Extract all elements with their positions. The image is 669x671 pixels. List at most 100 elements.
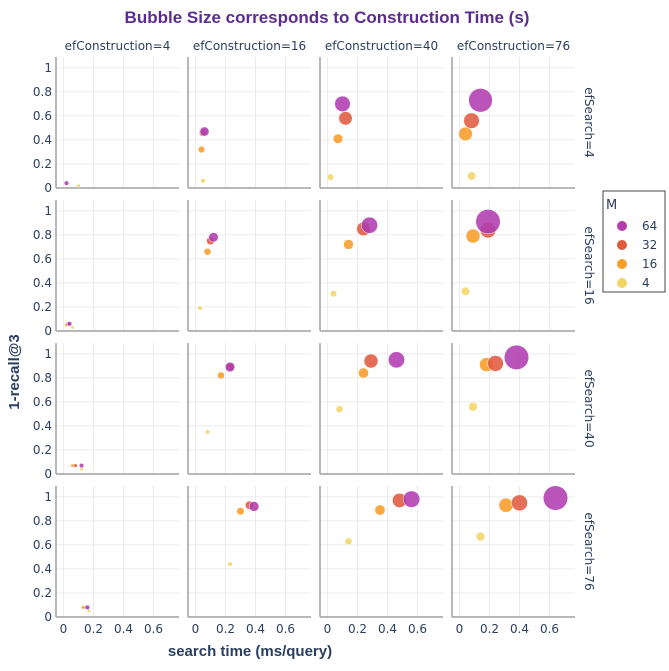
y-tick-label: 0.6 — [33, 109, 52, 123]
y-tick-label: 0.2 — [33, 157, 52, 171]
facet-row-label: efSearch=76 — [582, 512, 596, 590]
bubble-M16-r0-c3[interactable] — [458, 126, 473, 142]
bubble-M4-r1-c0[interactable] — [70, 325, 75, 330]
bubble-M16-r0-c2[interactable] — [332, 133, 344, 144]
facet-panel-r2-c2 — [319, 343, 443, 475]
legend-label: 4 — [642, 276, 650, 290]
legend: M 64 32 16 4 — [602, 190, 666, 293]
y-tick-label: 0.4 — [33, 562, 52, 576]
facet-panel-r3-c0: 0 0.2 0.4 0.6 0.8 1 0 0.2 0.4 0.6 — [33, 486, 179, 636]
x-tick-label: 0.6 — [408, 622, 427, 636]
legend-item-16[interactable]: 16 — [617, 257, 657, 271]
bubble-M16-r3-c2[interactable] — [374, 504, 386, 516]
facet-panel-r1-c2 — [319, 200, 443, 332]
y-tick-label: 1 — [44, 490, 52, 504]
bubble-M16-r1-c3[interactable] — [465, 228, 481, 244]
bubble-M16-r2-c1[interactable] — [217, 371, 225, 380]
legend-marker — [617, 221, 627, 231]
series-M-64 — [63, 88, 568, 610]
x-tick-label: 0.2 — [348, 622, 367, 636]
x-tick-label: 0.6 — [144, 622, 163, 636]
bubble-M64-r3-c0[interactable] — [84, 604, 91, 610]
bubble-M64-r2-c2[interactable] — [388, 351, 405, 369]
legend-item-32[interactable]: 32 — [617, 238, 657, 252]
bubble-M32-r0-c2[interactable] — [338, 111, 353, 126]
bubble-M4-r1-c2[interactable] — [329, 290, 338, 298]
x-tick-label: 0.6 — [540, 622, 559, 636]
bubble-M4-r0-c3[interactable] — [467, 171, 476, 181]
bubble-M64-r3-c2[interactable] — [402, 490, 421, 508]
bubble-M4-r2-c3[interactable] — [468, 402, 478, 412]
legend-box — [602, 190, 666, 293]
y-tick-label: 0.6 — [33, 395, 52, 409]
facet-column-labels: efConstruction=4 efConstruction=16 efConst… — [65, 39, 571, 53]
bubble-M64-r1-c2[interactable] — [361, 216, 378, 234]
bubble-M4-r2-c1[interactable] — [204, 429, 211, 435]
bubble-M4-r2-c2[interactable] — [335, 405, 344, 413]
facet-panel-r3-c3: 0 0.2 0.4 0.6 — [451, 486, 575, 636]
facet-panel-r2-c3 — [451, 343, 575, 475]
facet-panel-r3-c1: 0 0.2 0.4 0.6 — [187, 486, 311, 636]
y-tick-label: 0.8 — [33, 85, 52, 99]
legend-item-4[interactable]: 4 — [617, 276, 650, 290]
bubble-M64-r2-c0[interactable] — [78, 463, 85, 469]
legend-label: 32 — [642, 238, 657, 252]
bubble-M64-r2-c1[interactable] — [224, 361, 236, 373]
bubble-M16-r2-c2[interactable] — [358, 367, 369, 379]
y-tick-label: 0.4 — [33, 419, 52, 433]
y-tick-label: 0.8 — [33, 514, 52, 528]
y-tick-label: 0.4 — [33, 276, 52, 290]
facet-row-label: efSearch=40 — [582, 369, 596, 447]
facet-grid: 0 0.2 0.4 0.6 0.8 1 0 0.2 0.4 0.6 0.8 1 0 0.2 0.4 0.6 0.… — [33, 57, 575, 636]
bubble-M4-r0-c0[interactable] — [76, 183, 81, 188]
bubble-M64-r1-c1[interactable] — [208, 232, 219, 243]
bubble-M4-r1-c3[interactable] — [461, 286, 470, 296]
facet-panel-r2-c1 — [187, 343, 311, 475]
legend-item-64[interactable]: 64 — [617, 219, 657, 233]
y-tick-label: 1 — [44, 347, 52, 361]
x-tick-label: 0.4 — [378, 622, 397, 636]
y-tick-label: 0 — [44, 181, 52, 195]
legend-marker — [617, 278, 627, 288]
bubble-M4-r0-c1[interactable] — [200, 178, 206, 184]
bubble-M16-r3-c1[interactable] — [236, 507, 245, 516]
facet-panel-r1-c0: 0 0.2 0.4 0.6 0.8 1 — [33, 200, 179, 338]
facet-panel-r2-c0: 0 0.2 0.4 0.6 0.8 1 — [33, 343, 179, 481]
y-tick-label: 0.4 — [33, 133, 52, 147]
series-M-32 — [65, 111, 528, 610]
facet-row-label: efSearch=16 — [582, 226, 596, 304]
y-tick-label: 0.8 — [33, 371, 52, 385]
bubble-M16-r0-c1[interactable] — [197, 146, 206, 154]
bubble-M16-r3-c3[interactable] — [498, 497, 514, 513]
bubble-M64-r0-c2[interactable] — [334, 95, 351, 112]
bubble-M32-r3-c3[interactable] — [511, 494, 528, 512]
bubble-M64-r0-c3[interactable] — [468, 88, 493, 113]
bubble-M64-r2-c3[interactable] — [504, 344, 529, 370]
bubble-M4-r0-c2[interactable] — [326, 173, 335, 181]
facet-column-label: efConstruction=4 — [65, 39, 171, 53]
bubble-M4-r3-c2[interactable] — [344, 537, 353, 546]
bubble-M64-r3-c3[interactable] — [543, 485, 568, 511]
bubble-M32-r2-c2[interactable] — [363, 353, 379, 369]
y-tick-label: 0.2 — [33, 300, 52, 314]
bubble-M16-r1-c2[interactable] — [343, 239, 354, 250]
bubble-M64-r1-c3[interactable] — [475, 209, 501, 235]
bubble-M4-r1-c1[interactable] — [197, 305, 203, 311]
facet-panel-r0-c1 — [187, 57, 311, 189]
facet-panel-r0-c3 — [451, 57, 575, 189]
bubble-M32-r0-c3[interactable] — [463, 112, 480, 129]
y-tick-label: 0 — [44, 610, 52, 624]
facet-column-label: efConstruction=76 — [457, 39, 570, 53]
bubble-M16-r1-c1[interactable] — [203, 247, 212, 256]
bubble-M4-r3-c1[interactable] — [227, 561, 233, 567]
bubble-M4-r3-c3[interactable] — [475, 531, 486, 542]
bubble-M64-r0-c0[interactable] — [63, 180, 70, 186]
legend-label: 16 — [642, 257, 657, 271]
bubble-M32-r2-c3[interactable] — [487, 355, 504, 372]
bubble-M64-r1-c0[interactable] — [66, 321, 73, 327]
bubble-M64-r0-c1[interactable] — [199, 126, 210, 137]
bubble-M64-r3-c1[interactable] — [248, 501, 260, 512]
facet-panel-r1-c1 — [187, 200, 311, 332]
y-tick-label: 0.2 — [33, 586, 52, 600]
bubble-M32-r2-c0[interactable] — [73, 463, 78, 468]
